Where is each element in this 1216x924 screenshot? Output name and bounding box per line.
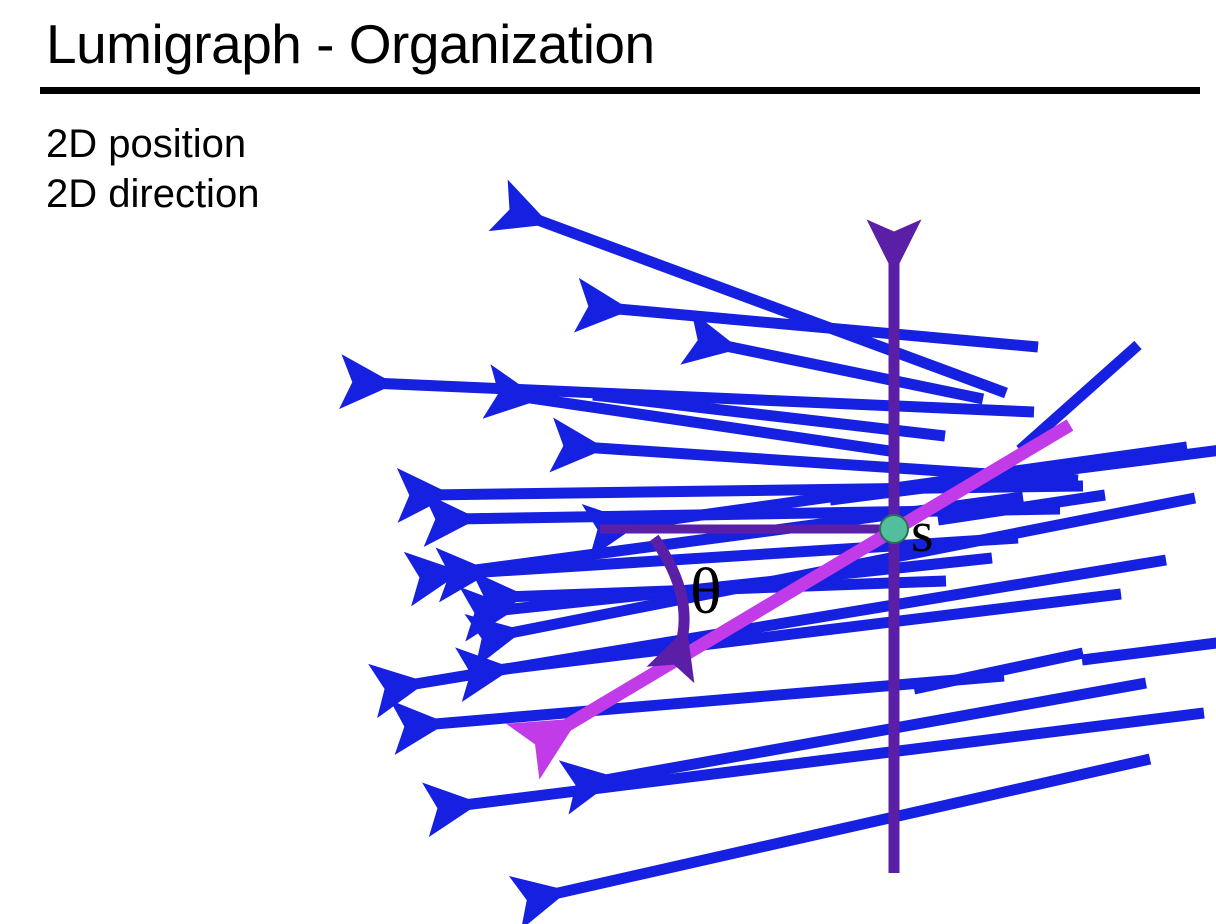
blue-ray-no-head [1016,340,1142,455]
title-divider [40,87,1200,94]
blue-ray [422,707,1205,838]
blue-ray [435,532,1019,603]
blue-ray [396,467,1084,523]
blue-ray [464,492,1197,668]
point-label-s: s [911,499,934,564]
blue-ray [482,364,897,458]
blue-ray-no-head [937,489,1106,526]
blue-ray [488,179,1008,399]
blue-ray-no-head [592,389,946,442]
blue-ray-no-head [912,647,1085,695]
point-s-marker [879,514,909,544]
blue-ray [558,677,1147,815]
blue-ray-no-head [829,445,1216,506]
blue-ray [680,310,985,405]
bullet-item-2d-position: 2D position [46,122,247,166]
angle-label-theta: θ [690,555,722,628]
page-title: Lumigraph - Organization [46,13,655,75]
blue-ray-bundle [339,179,1205,924]
magenta-ray [506,419,1074,780]
blue-ray-bundle-secondary [592,340,1216,695]
blue-ray-no-head [1081,637,1216,666]
bullet-item-2d-direction: 2D direction [46,172,260,216]
theta-arc-arrow [646,534,695,684]
blue-ray [573,277,1039,353]
blue-ray [389,670,1005,755]
blue-ray [339,354,1035,418]
blue-ray [455,588,1122,703]
blue-ray [508,753,1152,924]
s-axis [600,219,922,873]
